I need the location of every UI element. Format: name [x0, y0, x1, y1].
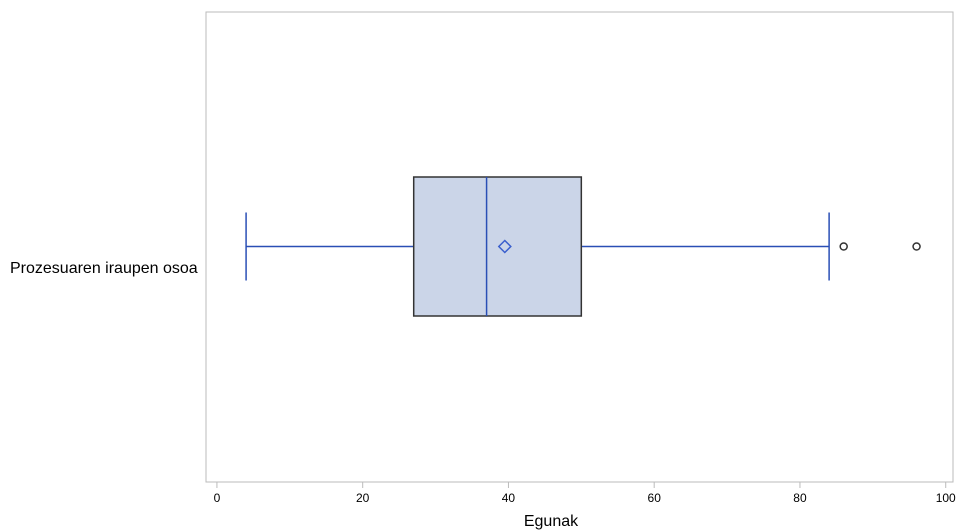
- chart-marks: [245, 176, 921, 317]
- outlier-point: [839, 242, 848, 251]
- iqr-box: [412, 176, 583, 317]
- x-tick-label: 0: [214, 491, 221, 505]
- x-tick-label: 80: [793, 491, 807, 505]
- x-axis-label: Egunak: [524, 513, 579, 530]
- category-label: Prozesuaren iraupen osoa: [10, 260, 198, 277]
- x-tick-label: 20: [356, 491, 370, 505]
- x-tick-label: 40: [502, 491, 516, 505]
- x-tick-label: 100: [936, 491, 956, 505]
- mean-marker: [497, 239, 512, 254]
- outlier-point: [912, 242, 921, 251]
- x-axis: 0 20 40 60 80 100: [206, 481, 956, 505]
- x-tick-label: 60: [648, 491, 662, 505]
